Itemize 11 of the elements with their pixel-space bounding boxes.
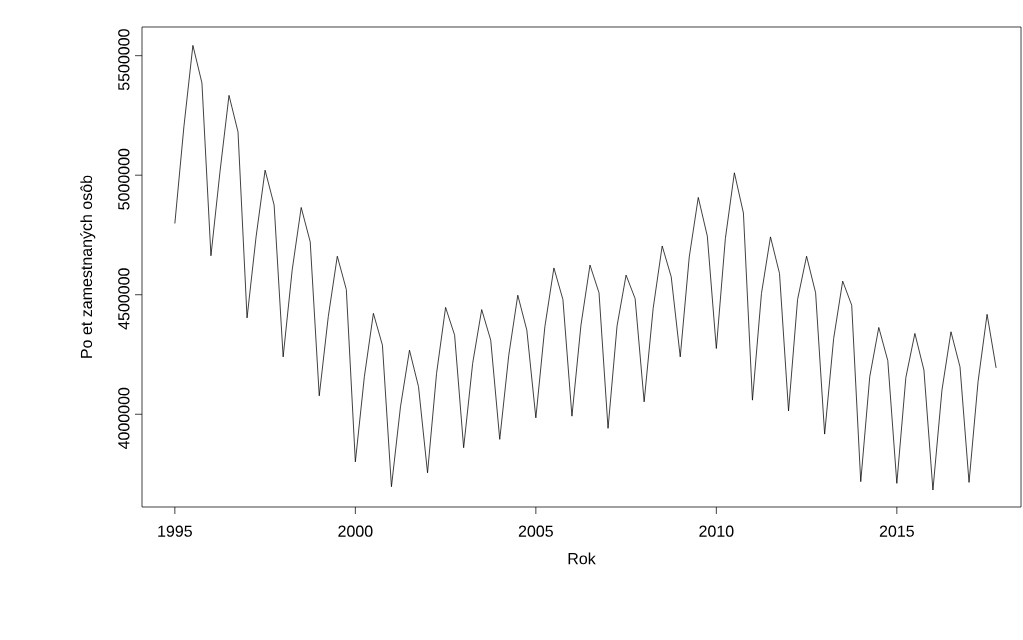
x-axis-title: Rok <box>568 552 596 565</box>
x-tick-label: 2010 <box>699 525 734 537</box>
y-tick-label: 5500000 <box>118 29 130 91</box>
x-tick-label: 2000 <box>338 525 373 537</box>
x-tick-label: 1995 <box>158 525 192 537</box>
y-tick-label: 5000000 <box>118 148 130 210</box>
y-tick-label: 4000000 <box>118 387 130 450</box>
y-axis-title: Po et zamestnaných osôb <box>80 175 96 358</box>
x-tick-label: 2015 <box>879 525 914 537</box>
x-tick-label: 2005 <box>518 525 553 537</box>
y-tick-label: 4500000 <box>118 268 130 330</box>
